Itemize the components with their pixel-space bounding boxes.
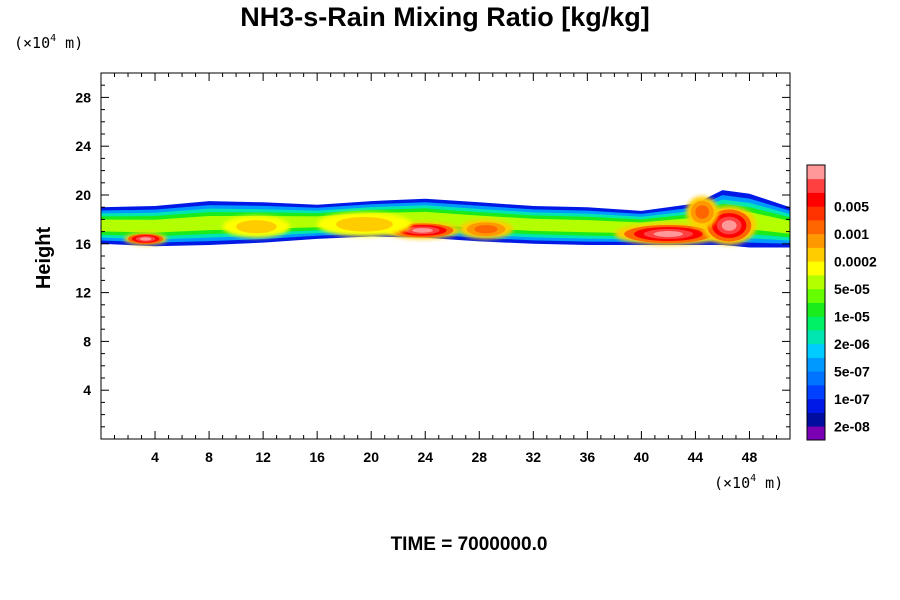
y-tick-label: 16 <box>75 236 91 252</box>
x-tick-label: 28 <box>471 449 487 465</box>
colorbar-label: 2e-06 <box>834 336 870 352</box>
chart-title: NH3-s-Rain Mixing Ratio [kg/kg] <box>240 2 650 32</box>
hotspot-4-level-1 <box>336 217 393 232</box>
colorbar-frame <box>806 164 826 441</box>
hotspot-6-level-4 <box>721 220 737 231</box>
colorbar-swatch <box>807 343 825 358</box>
colorbar-swatch <box>807 220 825 235</box>
y-tick-label: 4 <box>83 382 91 398</box>
y-tick-label: 24 <box>75 138 91 154</box>
x-tick-label: 20 <box>363 449 379 465</box>
y-axis-label: Height <box>33 227 55 290</box>
x-tick-label: 8 <box>205 449 213 465</box>
x-tick-label: 36 <box>580 449 596 465</box>
colorbar-label: 0.005 <box>834 198 869 214</box>
colorbar-label: 1e-07 <box>834 391 870 407</box>
colorbar-swatch <box>807 165 825 180</box>
y-tick-label: 28 <box>75 89 91 105</box>
colorbar-swatch <box>807 261 825 276</box>
x-tick-label: 44 <box>688 449 704 465</box>
colorbar-swatch <box>807 398 825 413</box>
x-tick-label: 32 <box>526 449 542 465</box>
colorbar-swatch <box>807 233 825 248</box>
x-axis: 4 8 12 16 20 24 28 32 36 40 44 48 <box>114 73 777 465</box>
plot-area <box>101 190 790 248</box>
colorbar-label: 5e-07 <box>834 363 870 379</box>
colorbar-swatch <box>807 275 825 290</box>
hotspot-3-level-1 <box>236 220 277 234</box>
colorbar-label: 0.0002 <box>834 253 877 269</box>
plot-frame <box>100 72 791 440</box>
colorbar-swatch <box>807 385 825 400</box>
x-tick-label: 40 <box>634 449 650 465</box>
y-tick-label: 20 <box>75 187 91 203</box>
hotspot-7-level-2 <box>695 205 710 219</box>
colorbar-swatch <box>807 247 825 262</box>
hotspot-2-level-2 <box>474 225 498 234</box>
time-footer: TIME = 7000000.0 <box>391 534 548 555</box>
colorbar-label: 0.001 <box>834 226 869 242</box>
x-tick-label: 16 <box>309 449 325 465</box>
colorbar-swatch <box>807 371 825 386</box>
x-unit-label: (×104 m) <box>714 473 783 492</box>
y-tick-label: 12 <box>75 285 91 301</box>
colorbar-swatch <box>807 192 825 207</box>
x-tick-label: 4 <box>151 449 159 465</box>
colorbar-swatch <box>807 316 825 331</box>
y-tick-label: 8 <box>83 333 91 349</box>
colorbar-swatch <box>807 330 825 345</box>
colorbar-swatch <box>807 412 825 427</box>
x-tick-label: 48 <box>742 449 758 465</box>
colorbar-swatch <box>807 288 825 303</box>
colorbar-label: 1e-05 <box>834 308 870 324</box>
x-tick-label: 24 <box>417 449 433 465</box>
hotspot-0-level-4 <box>139 237 152 241</box>
hotspot-1-level-4 <box>412 228 433 233</box>
y-axis: 4 8 12 16 20 24 28 <box>75 84 790 428</box>
colorbar-legend: 2e-08 1e-07 5e-07 2e-06 1e-05 5e-05 0.0002 0.00… <box>806 164 877 441</box>
colorbar-swatch <box>807 357 825 372</box>
hotspot-5-level-4 <box>653 231 684 237</box>
colorbar-label: 5e-05 <box>834 281 870 297</box>
colorbar-swatch <box>807 178 825 193</box>
y-unit-label: (×104 m) <box>14 33 83 52</box>
colorbar-swatch <box>807 426 825 441</box>
x-tick-label: 12 <box>255 449 271 465</box>
colorbar-label: 2e-08 <box>834 418 870 434</box>
colorbar-swatch <box>807 302 825 317</box>
colorbar-swatch <box>807 206 825 221</box>
